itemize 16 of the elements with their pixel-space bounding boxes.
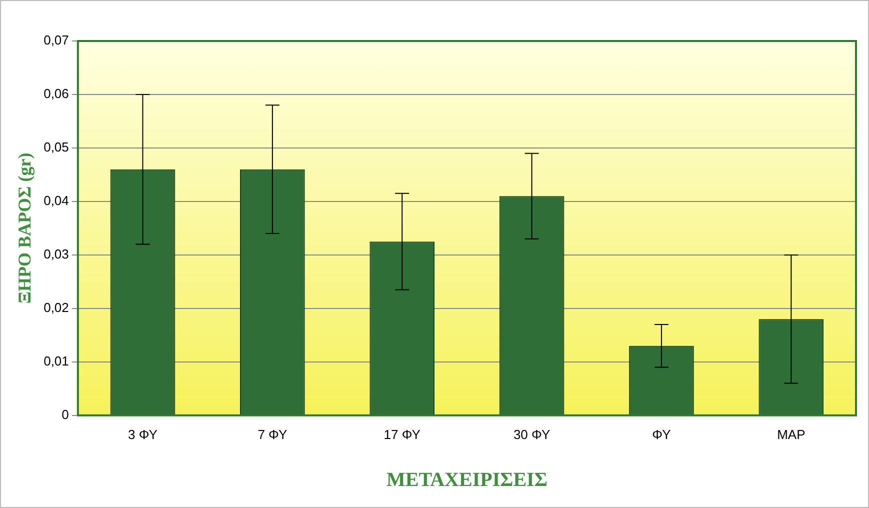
y-tick-label: 0,06 [44,86,69,102]
y-tick-label: 0,02 [44,300,69,316]
x-tick-label: 3 ΦΥ [128,426,158,442]
y-tick-label: 0 [62,406,69,422]
y-tick-label: 0,07 [44,32,69,48]
x-tick-label: ΦΥ [652,426,672,442]
y-tick-label: 0,05 [44,140,69,155]
x-tick-label: 30 ΦΥ [513,426,550,442]
x-tick-label: 17 ΦΥ [384,426,421,442]
y-axis-title: ΞΗΡΟ ΒΑΡΟΣ (gr) [14,152,34,304]
y-tick-label: 0,03 [44,246,69,262]
x-tick-label: MAP [777,426,806,442]
y-tick-label: 0,01 [44,353,69,368]
y-tick-label: 0,04 [44,193,69,208]
x-axis-title: ΜΕΤΑΧΕΙΡΙΣΕΙΣ [386,469,548,492]
x-tick-label: 7 ΦΥ [258,426,288,442]
